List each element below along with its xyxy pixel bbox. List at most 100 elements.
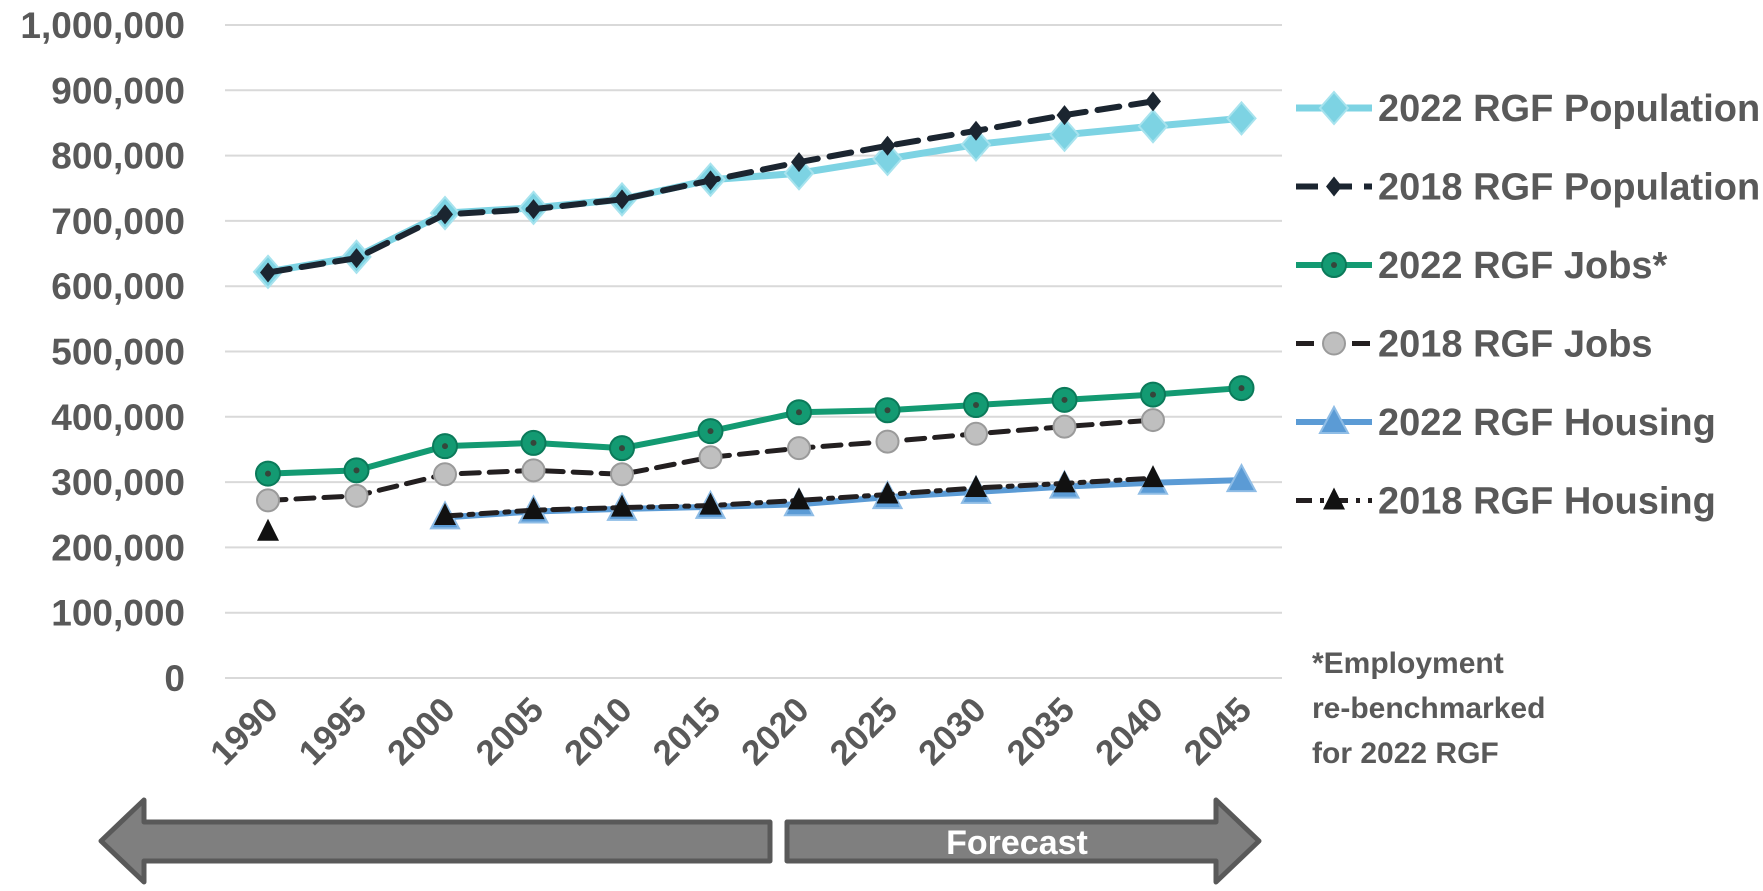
data-point — [525, 199, 542, 220]
marker-dot — [1331, 262, 1337, 268]
marker-dot — [442, 443, 448, 450]
data-point — [434, 503, 456, 526]
data-point — [791, 152, 807, 173]
x-tick-label: 2005 — [469, 690, 552, 773]
x-tick-label: 2030 — [911, 690, 994, 773]
data-point — [968, 120, 984, 141]
y-tick-label: 1,000,000 — [20, 5, 185, 46]
data-point — [1053, 470, 1076, 493]
legend-label: 2018 RGF Population — [1378, 167, 1760, 209]
marker-dot — [353, 467, 360, 474]
data-point — [611, 494, 633, 517]
x-tick-label: 1995 — [292, 690, 375, 773]
marker-dot — [707, 428, 714, 435]
x-tick-label: 2040 — [1088, 690, 1171, 773]
x-tick-label: 2025 — [823, 690, 906, 773]
y-tick-label: 200,000 — [51, 527, 185, 568]
data-point — [1056, 105, 1073, 126]
y-tick-label: 300,000 — [51, 462, 185, 503]
data-point — [1137, 108, 1169, 144]
data-point — [610, 462, 634, 487]
x-tick-label: 2010 — [557, 690, 640, 773]
legend-swatch-marker — [1323, 487, 1345, 510]
x-tick-label: 2000 — [380, 690, 463, 773]
data-point — [257, 518, 279, 541]
marker-dot — [973, 402, 979, 409]
marker-dot — [1238, 385, 1245, 392]
footnote-line-1: *Employment — [1312, 647, 1504, 680]
data-point — [1145, 91, 1161, 112]
series-line — [265, 385, 1245, 477]
data-point — [1052, 414, 1077, 439]
series-2022-rgf-jobs — [255, 375, 1255, 487]
data-point — [256, 488, 280, 513]
plot-series — [252, 91, 1258, 541]
y-tick-label: 600,000 — [51, 266, 185, 307]
data-point — [260, 262, 276, 283]
legend-swatch-marker — [1318, 404, 1350, 434]
marker-dot — [1061, 396, 1068, 403]
x-tick-label: 2015 — [646, 690, 729, 773]
data-point — [1226, 100, 1257, 136]
legend-item: 2018 RGF Population — [1296, 167, 1760, 209]
data-point — [788, 487, 810, 510]
forecast-label: Forecast — [946, 824, 1088, 862]
data-point — [783, 155, 815, 191]
data-point — [344, 483, 369, 508]
data-point — [614, 189, 630, 210]
data-point — [522, 497, 545, 520]
data-point — [433, 462, 457, 487]
marker-dot — [1150, 391, 1156, 398]
grid-lines — [225, 24, 1282, 679]
data-point — [872, 141, 903, 177]
legend-item: 2022 RGF Housing — [1296, 402, 1716, 444]
y-tick-label: 500,000 — [51, 332, 185, 373]
data-point — [437, 204, 453, 225]
y-axis-tick-labels: 0 100,000 200,000 300,000 400,000 500,000 600,… — [20, 5, 185, 699]
marker-dot — [265, 470, 271, 477]
marker-dot — [884, 407, 891, 414]
y-tick-label: 900,000 — [51, 70, 185, 111]
footnote-line-3: for 2022 RGF — [1312, 737, 1499, 770]
footnote: *Employment re-benchmarked for 2022 RGF — [1312, 647, 1545, 770]
x-tick-label: 1990 — [203, 690, 286, 773]
series-2022-rgf-population — [252, 100, 1257, 290]
legend-swatch-marker — [1326, 176, 1342, 197]
x-tick-label: 2035 — [1000, 690, 1083, 773]
legend-item: 2018 RGF Housing — [1296, 481, 1716, 523]
data-point — [876, 481, 899, 504]
data-point — [965, 474, 987, 497]
x-tick-label: 2045 — [1177, 690, 1260, 773]
x-axis-tick-labels: 1990 1995 2000 2005 2010 2015 2020 2025 2030 2035… — [203, 690, 1259, 773]
data-point — [702, 170, 719, 191]
footnote-line-2: re-benchmarked — [1312, 692, 1545, 725]
legend-item: 2022 RGF Population — [1296, 88, 1760, 130]
data-point — [960, 126, 992, 163]
y-tick-label: 100,000 — [51, 593, 185, 634]
legend-swatch-marker — [1318, 90, 1350, 126]
data-point — [1225, 463, 1258, 493]
legend-label: 2022 RGF Jobs* — [1378, 245, 1668, 287]
legend-label: 2022 RGF Housing — [1378, 402, 1716, 444]
data-point — [1049, 117, 1080, 153]
marker-dot — [619, 445, 625, 452]
series-2018-rgf-population — [260, 91, 1161, 283]
y-tick-label: 700,000 — [51, 201, 185, 242]
legend-label: 2018 RGF Housing — [1378, 481, 1716, 523]
marker-dot — [530, 439, 537, 446]
data-point — [875, 429, 900, 454]
series-line — [264, 114, 1245, 276]
timeline-arrows: Forecast — [98, 797, 1262, 885]
data-point — [787, 436, 811, 461]
series-2018-rgf-jobs — [256, 408, 1165, 513]
data-point — [699, 492, 722, 515]
y-tick-label: 400,000 — [51, 397, 185, 438]
marker-dot — [796, 409, 802, 416]
data-point — [348, 248, 365, 269]
historical-arrow — [98, 797, 773, 885]
data-point — [1142, 465, 1164, 488]
x-tick-label: 2020 — [734, 690, 817, 773]
legend-label: 2018 RGF Jobs — [1378, 324, 1653, 366]
legend: 2022 RGF Population 2018 RGF Population 20… — [1296, 88, 1760, 523]
